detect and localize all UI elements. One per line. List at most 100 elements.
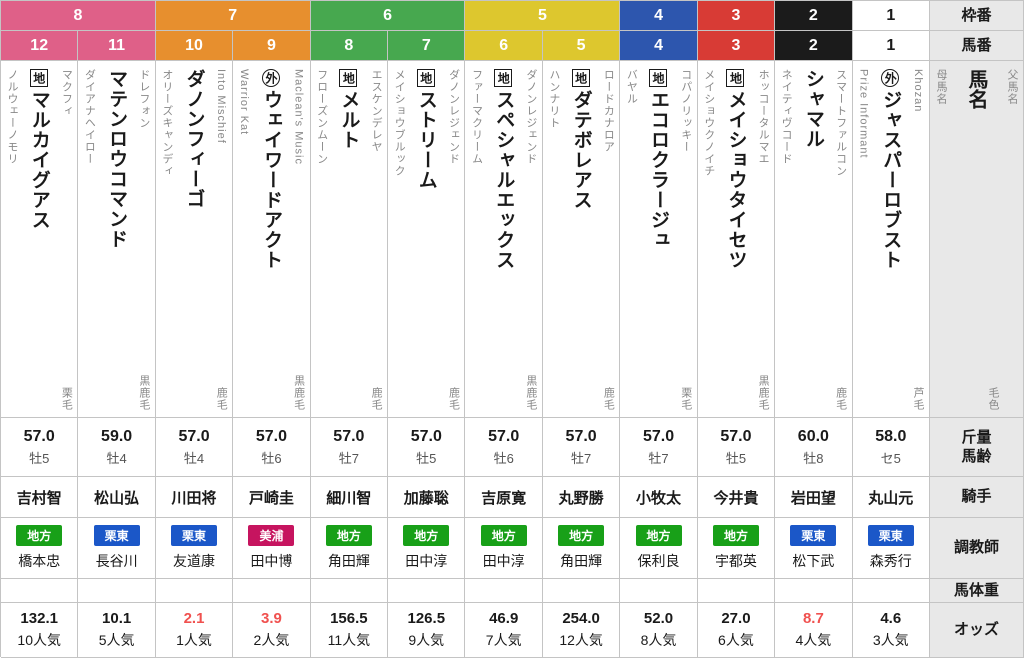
horse-name-cell: ネイティヴコード シャマル スマートファルコン鹿毛	[775, 61, 853, 418]
trainer-name[interactable]: 角田輝	[327, 553, 370, 569]
trainer-region-badge: 地方	[635, 525, 682, 546]
jockey-name[interactable]: 今井貴	[713, 489, 759, 507]
sire-name: マクフィ	[60, 69, 73, 117]
horse-name-link[interactable]: 地スペシャルエックス	[490, 69, 517, 270]
jockey-name[interactable]: 戸崎圭	[248, 489, 294, 507]
horse-name-link[interactable]: シャマル	[802, 69, 824, 149]
local-mark-icon: 地	[726, 69, 745, 87]
weight-age-cell: 57.0 牡6	[233, 418, 311, 477]
horse-name-link[interactable]: 地メイショウタイセツ	[722, 69, 749, 270]
trainer-region-badge: 栗東	[867, 525, 914, 546]
header-trainer: 調教師	[929, 518, 1024, 579]
odds-cell: 4.6 3人気	[852, 603, 930, 658]
coat-color: 黒鹿毛	[292, 375, 305, 411]
trainer-name[interactable]: 保利良	[637, 553, 680, 569]
odds-cell: 10.1 5人気	[78, 603, 156, 658]
dam-name: オリーズキャンディ	[160, 69, 173, 177]
horse-name-link[interactable]: 外ウェイワードアクト	[258, 69, 285, 270]
horse-name-cell: Prize Informant 外ジャスパーロブスト Khozan 芦毛	[852, 61, 930, 418]
trainer-cell: 地方 宇都英	[697, 518, 776, 579]
horse-name-link[interactable]: 外ジャスパーロブスト	[877, 69, 904, 270]
local-mark-icon: 地	[29, 69, 48, 87]
popularity-value: 1人気	[176, 632, 212, 648]
odds-cell: 254.0 12人気	[542, 603, 621, 658]
horse-name-link[interactable]: 地メルト	[335, 69, 362, 150]
sex-age-value: セ5	[880, 450, 901, 466]
jockey-name[interactable]: 松山弘	[94, 489, 140, 507]
sex-age-value: 牡6	[261, 450, 282, 466]
sex-age-value: 牡5	[416, 450, 437, 466]
jockey-cell: 丸野勝	[542, 477, 621, 518]
trainer-name[interactable]: 橋本忠	[18, 553, 61, 569]
horse-name-cell: ファーマクリーム 地スペシャルエックス ダノンレジェンド 黒鹿毛	[465, 61, 543, 418]
weight-age-cell: 57.0 牡5	[1, 418, 79, 477]
coat-color: 鹿毛	[370, 387, 383, 411]
jockey-name[interactable]: 吉原寛	[481, 489, 527, 507]
weight-value: 57.0	[255, 427, 288, 445]
body-weight-cell	[310, 579, 389, 603]
jockey-name[interactable]: 丸野勝	[558, 489, 604, 507]
coat-color: 栗毛	[679, 387, 692, 411]
body-weight-cell	[465, 579, 543, 603]
dam-name: ハンナリト	[547, 69, 560, 129]
trainer-name[interactable]: 宇都英	[714, 553, 757, 569]
jockey-name[interactable]: 岩田望	[790, 489, 836, 507]
jockey-name[interactable]: 丸山元	[868, 489, 914, 507]
horse-name-cell: オリーズキャンディ ダノンフィーゴ Into Mischief 鹿毛	[155, 61, 234, 418]
coat-color: 黒鹿毛	[524, 375, 537, 411]
horse-name-link[interactable]: 地ダテボレアス	[568, 69, 595, 210]
horse-name-cell: バヤル 地エコロクラージュ コパノリッキー 栗毛	[620, 61, 698, 418]
header-horse-name: 母馬名 馬名 父馬名 毛色	[929, 61, 1024, 418]
jockey-name[interactable]: 川田将	[171, 489, 217, 507]
odds-value: 4.6	[880, 610, 902, 627]
trainer-name[interactable]: 友道康	[173, 553, 216, 569]
sire-name: ダノンレジェンド	[524, 69, 537, 165]
foreign-mark-icon: 外	[261, 69, 280, 87]
jockey-name[interactable]: 加藤聡	[403, 489, 449, 507]
local-mark-icon: 地	[416, 69, 435, 87]
jockey-name[interactable]: 吉村智	[16, 489, 62, 507]
odds-cell: 46.9 7人気	[465, 603, 543, 658]
horse-name-link[interactable]: 地ストリーム	[413, 69, 440, 190]
trainer-name[interactable]: 田中博	[250, 553, 293, 569]
coat-color: 鹿毛	[447, 387, 460, 411]
jockey-cell: 戸崎圭	[233, 477, 311, 518]
trainer-name[interactable]: 田中淳	[405, 553, 448, 569]
trainer-cell: 地方 田中淳	[388, 518, 466, 579]
trainer-name[interactable]: 長谷川	[95, 553, 138, 569]
coat-color: 鹿毛	[834, 387, 847, 411]
weight-age-cell: 57.0 牡5	[388, 418, 466, 477]
frame-number-5: 5	[465, 1, 621, 31]
weight-value: 57.0	[565, 427, 597, 445]
coat-color: 栗毛	[60, 387, 73, 411]
weight-age-cell: 57.0 牡7	[542, 418, 621, 477]
odds-cell: 8.7 4人気	[775, 603, 853, 658]
weight-value: 57.0	[178, 427, 210, 445]
horse-name-link[interactable]: 地エコロクラージュ	[645, 69, 672, 250]
horse-name-link[interactable]: マテンロウコマンド	[106, 69, 128, 249]
trainer-name[interactable]: 松下武	[792, 553, 835, 569]
trainer-name[interactable]: 角田輝	[560, 553, 603, 569]
coat-color: 鹿毛	[215, 387, 228, 411]
jockey-name[interactable]: 小牧太	[636, 489, 682, 507]
dam-name: ネイティヴコード	[780, 69, 793, 165]
dam-name: Prize Informant	[857, 69, 870, 159]
header-odds: オッズ	[929, 603, 1024, 658]
odds-value: 2.1	[183, 610, 205, 627]
jockey-name[interactable]: 細川智	[326, 489, 372, 507]
horse-name-link[interactable]: 地マルカイグアス	[26, 69, 53, 230]
body-weight-cell	[1, 579, 79, 603]
body-weight-cell	[852, 579, 930, 603]
frame-number-1: 1	[852, 1, 930, 31]
header-name-label: 馬名	[964, 69, 987, 109]
header-body-weight: 馬体重	[929, 579, 1024, 603]
odds-cell: 52.0 8人気	[620, 603, 698, 658]
trainer-cell: 地方 田中淳	[465, 518, 543, 579]
sire-name: スマートファルコン	[834, 69, 847, 177]
popularity-value: 10人気	[17, 632, 61, 648]
weight-age-cell: 57.0 牡4	[155, 418, 234, 477]
trainer-name[interactable]: 田中淳	[482, 553, 525, 569]
trainer-name[interactable]: 森秀行	[869, 553, 912, 569]
horse-name-link[interactable]: ダノンフィーゴ	[183, 69, 205, 209]
sex-age-value: 牡5	[725, 450, 747, 466]
